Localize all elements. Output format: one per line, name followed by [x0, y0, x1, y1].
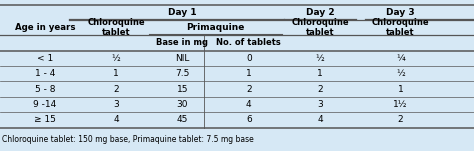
Text: Age in years: Age in years: [15, 23, 75, 32]
Text: Day 2: Day 2: [306, 8, 334, 17]
Text: 4: 4: [113, 115, 119, 124]
Text: Day 1: Day 1: [168, 8, 197, 17]
Text: 9 -14: 9 -14: [33, 100, 57, 109]
Text: Chloroquine
tablet: Chloroquine tablet: [372, 18, 429, 37]
Text: 30: 30: [177, 100, 188, 109]
Text: 45: 45: [177, 115, 188, 124]
Text: 1½: 1½: [393, 100, 408, 109]
Text: Base in mg: Base in mg: [156, 38, 209, 47]
Text: 2: 2: [398, 115, 403, 124]
Text: ≥ 15: ≥ 15: [34, 115, 56, 124]
Text: 2: 2: [246, 85, 252, 94]
Text: Chloroquine tablet: 150 mg base, Primaquine tablet: 7.5 mg base: Chloroquine tablet: 150 mg base, Primaqu…: [2, 135, 254, 144]
Text: Chloroquine
tablet: Chloroquine tablet: [87, 18, 145, 37]
Text: 4: 4: [246, 100, 252, 109]
Text: 3: 3: [317, 100, 323, 109]
Text: NIL: NIL: [175, 54, 190, 63]
Text: 1 - 4: 1 - 4: [35, 69, 55, 78]
Text: ½: ½: [112, 54, 120, 63]
Text: Day 3: Day 3: [386, 8, 415, 17]
Text: < 1: < 1: [37, 54, 53, 63]
Text: 1: 1: [246, 69, 252, 78]
Text: 5 - 8: 5 - 8: [35, 85, 55, 94]
Text: ½: ½: [316, 54, 324, 63]
Text: 3: 3: [113, 100, 119, 109]
Text: 15: 15: [177, 85, 188, 94]
Text: 1: 1: [398, 85, 403, 94]
Text: Primaquine: Primaquine: [186, 23, 245, 32]
Text: 0: 0: [246, 54, 252, 63]
Text: 2: 2: [113, 85, 119, 94]
Text: 2: 2: [317, 85, 323, 94]
Text: Chloroquine
tablet: Chloroquine tablet: [291, 18, 349, 37]
Text: No. of tablets: No. of tablets: [217, 38, 281, 47]
Text: ¼: ¼: [396, 54, 405, 63]
Text: 6: 6: [246, 115, 252, 124]
Text: 4: 4: [317, 115, 323, 124]
Text: 1: 1: [113, 69, 119, 78]
Text: 7.5: 7.5: [175, 69, 190, 78]
Text: 1: 1: [317, 69, 323, 78]
Text: ½: ½: [396, 69, 405, 78]
